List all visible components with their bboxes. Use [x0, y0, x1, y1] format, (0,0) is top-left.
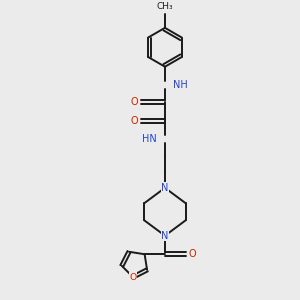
Text: N: N [161, 231, 169, 241]
Text: N: N [161, 183, 169, 193]
Text: O: O [130, 116, 138, 126]
Text: NH: NH [173, 80, 188, 90]
Text: O: O [189, 249, 196, 259]
Text: CH₃: CH₃ [157, 2, 173, 11]
Text: HN: HN [142, 134, 157, 144]
Text: O: O [129, 272, 137, 281]
Text: O: O [130, 97, 138, 107]
